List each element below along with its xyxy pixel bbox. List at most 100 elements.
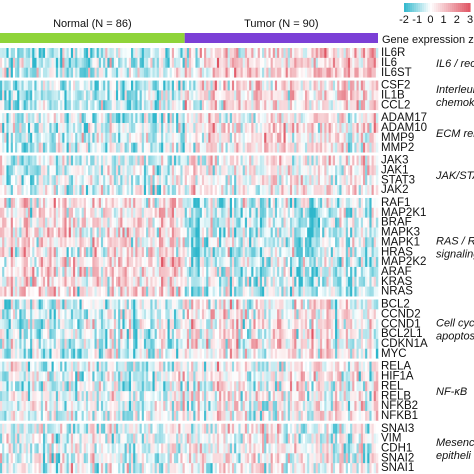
heatmap-cell xyxy=(133,286,136,297)
heatmap-cell xyxy=(156,329,160,340)
heatmap-cell xyxy=(182,80,186,91)
heatmap-cell xyxy=(259,309,263,320)
heatmap-cell xyxy=(120,80,123,91)
heatmap-cell xyxy=(197,197,201,209)
heatmap-cell xyxy=(81,217,85,228)
heatmap-cell xyxy=(242,237,246,248)
heatmap-cell xyxy=(262,113,265,124)
heatmap-cell xyxy=(208,227,211,238)
heatmap-cell xyxy=(345,299,349,310)
heatmap-cell xyxy=(347,299,351,310)
heatmap-cell xyxy=(216,185,220,196)
heatmap-cell xyxy=(32,217,35,228)
heatmap-cell xyxy=(277,227,280,238)
heatmap-cell xyxy=(350,100,353,111)
heatmap-cell xyxy=(10,80,14,91)
heatmap-cell xyxy=(124,155,128,166)
heatmap-cell xyxy=(354,122,357,134)
heatmap-cell xyxy=(152,175,155,186)
heatmap-cell xyxy=(64,122,67,134)
heatmap-cell xyxy=(216,276,220,287)
heatmap-cell xyxy=(307,266,310,278)
heatmap-cell xyxy=(354,329,357,340)
heatmap-cell xyxy=(143,155,147,166)
heatmap-cell xyxy=(19,257,22,268)
heatmap-cell xyxy=(206,247,209,258)
heatmap-cell xyxy=(189,207,192,218)
heatmap-cell xyxy=(120,276,123,287)
heatmap-cell xyxy=(17,175,20,186)
heatmap-cell xyxy=(189,227,192,238)
heatmap-cell xyxy=(341,247,344,258)
heatmap-cell xyxy=(315,247,319,258)
heatmap-cell xyxy=(34,309,37,320)
heatmap-cell xyxy=(298,48,301,59)
heatmap-cell xyxy=(229,142,233,153)
heatmap-cell xyxy=(201,80,205,91)
heatmap-cell xyxy=(199,319,203,330)
heatmap-cell xyxy=(375,142,379,153)
heatmap-cell xyxy=(17,237,20,248)
heatmap-cell xyxy=(320,266,323,278)
heatmap-cell xyxy=(294,165,297,176)
heatmap-cell xyxy=(311,276,314,287)
heatmap-cell xyxy=(173,142,177,153)
heatmap-cell xyxy=(152,185,155,196)
heatmap-cell xyxy=(36,80,39,91)
heatmap-cell xyxy=(165,185,168,196)
heatmap-cell xyxy=(2,197,5,209)
heatmap-cell xyxy=(98,80,102,91)
heatmap-cell xyxy=(128,329,132,340)
heatmap-cell xyxy=(337,57,340,69)
heatmap-cell xyxy=(242,299,246,310)
heatmap-cell xyxy=(169,197,173,209)
heatmap-cell xyxy=(133,299,136,310)
heatmap-cell xyxy=(139,266,143,278)
heatmap-cell xyxy=(148,329,151,340)
heatmap-cell xyxy=(266,286,269,297)
heatmap-cell xyxy=(32,165,35,176)
heatmap-cell xyxy=(113,80,117,91)
heatmap-cell xyxy=(268,299,271,310)
heatmap-cell xyxy=(339,309,342,320)
heatmap-cell xyxy=(156,80,160,91)
heatmap-cell xyxy=(8,309,12,320)
heatmap-cell xyxy=(362,175,366,186)
heatmap-cell xyxy=(150,197,153,209)
heatmap-cell xyxy=(294,247,297,258)
heatmap-cell xyxy=(57,207,61,218)
legend-swatch xyxy=(430,3,433,12)
heatmap-cell xyxy=(270,247,274,258)
heatmap-cell xyxy=(345,57,349,69)
heatmap-cell xyxy=(358,207,362,218)
heatmap-cell xyxy=(152,122,155,134)
heatmap-cell xyxy=(277,276,280,287)
heatmap-cell xyxy=(111,80,115,91)
heatmap-cell xyxy=(51,113,54,124)
heatmap-cell xyxy=(274,257,278,268)
heatmap-cell xyxy=(212,57,216,69)
heatmap-cell xyxy=(204,227,207,238)
heatmap-cell xyxy=(330,113,334,124)
heatmap-cell xyxy=(289,207,293,218)
heatmap-cell xyxy=(171,80,175,91)
heatmap-cell xyxy=(126,309,130,320)
heatmap-cell xyxy=(264,276,267,287)
heatmap-cell xyxy=(302,57,306,69)
heatmap-cell xyxy=(169,175,173,186)
heatmap-cell xyxy=(350,80,353,91)
legend-swatch xyxy=(450,3,453,12)
heatmap-cell xyxy=(332,197,336,209)
heatmap-cell xyxy=(354,207,357,218)
heatmap-cell xyxy=(186,257,190,268)
heatmap-cell xyxy=(70,266,74,278)
color-legend: -2 -1 0 1 2 3 xyxy=(399,3,473,26)
heatmap-cell xyxy=(113,247,117,258)
heatmap-cell xyxy=(317,100,321,111)
heatmap-cell xyxy=(111,266,115,278)
heatmap-cell xyxy=(294,309,297,320)
heatmap-cell xyxy=(206,276,209,287)
heatmap-cell xyxy=(229,185,233,196)
heatmap-cell xyxy=(57,113,61,124)
heatmap-cell xyxy=(36,132,39,143)
